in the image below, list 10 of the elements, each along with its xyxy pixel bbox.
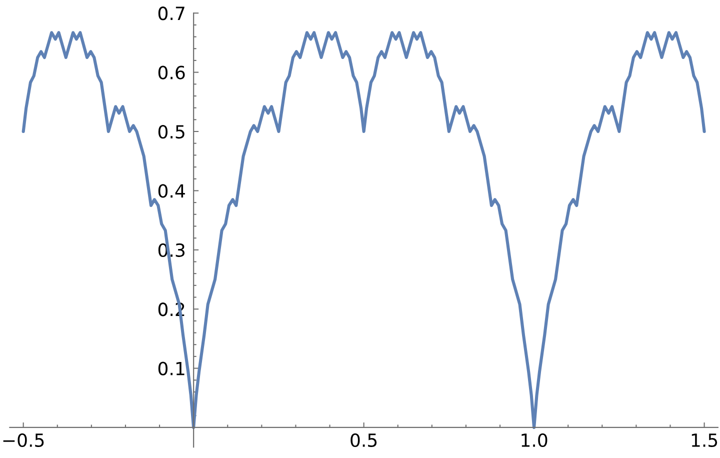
line-series (22, 31, 706, 430)
x-tick-label: 0.5 (350, 433, 377, 448)
x-tick-label: −0.5 (3, 433, 44, 448)
x-tick-label: 1.5 (692, 434, 718, 448)
y-tick-label: 0.6 (158, 66, 185, 80)
y-tick-label: 0.4 (158, 184, 185, 198)
y-tick-label: 0.1 (158, 362, 184, 376)
y-tick-label: 0.7 (158, 6, 184, 20)
y-tick-label: 0.5 (158, 124, 184, 139)
x-tick-label: 1.0 (522, 433, 548, 448)
